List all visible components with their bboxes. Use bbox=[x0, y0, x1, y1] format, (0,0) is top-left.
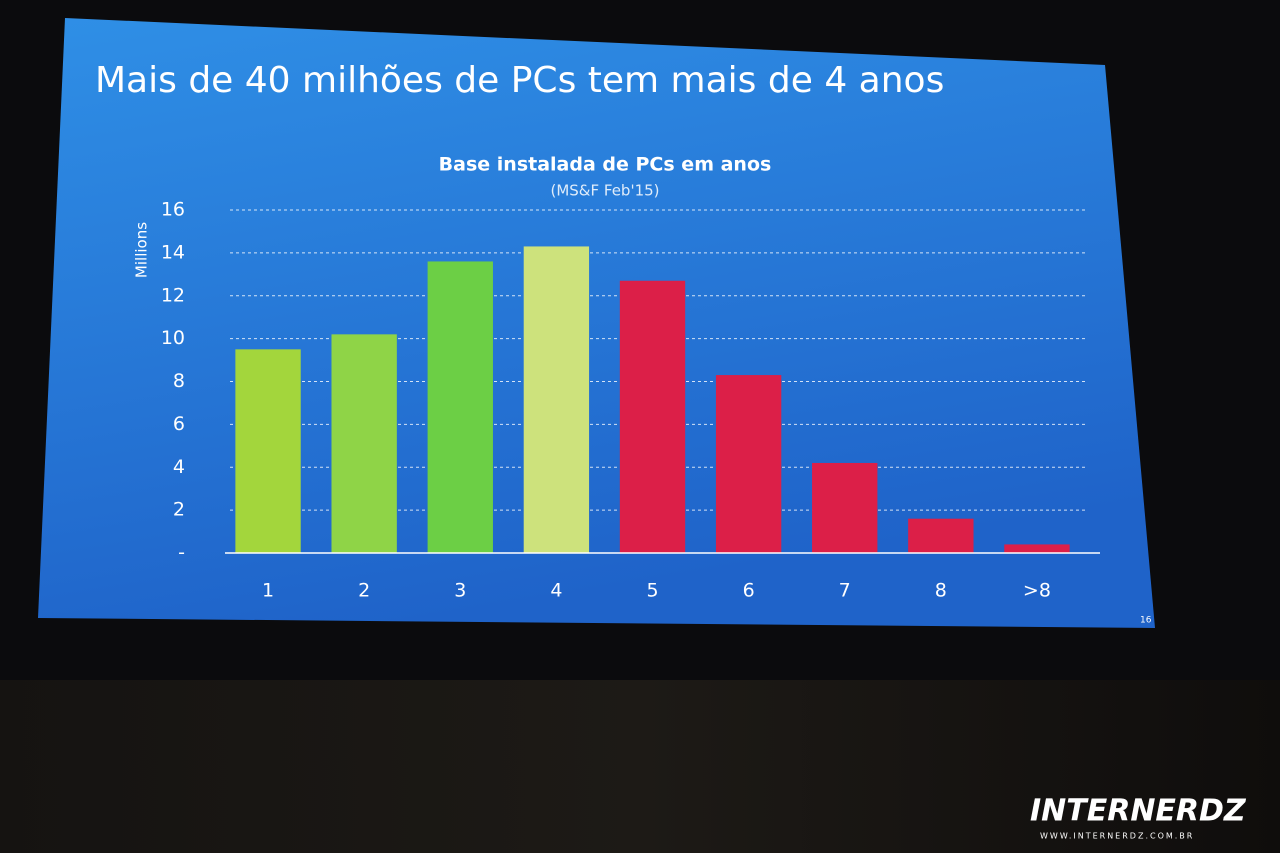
bar bbox=[331, 334, 397, 553]
y-tick-label: 8 bbox=[173, 370, 185, 392]
x-tick-label: 4 bbox=[550, 580, 562, 602]
y-tick-label: 6 bbox=[173, 413, 185, 435]
chart-title: Base instalada de PCs em anos bbox=[439, 154, 772, 176]
x-tick-label: 7 bbox=[839, 580, 851, 602]
x-tick-label: 1 bbox=[262, 580, 274, 602]
y-tick-label: 16 bbox=[161, 199, 185, 221]
bar bbox=[235, 349, 301, 553]
y-tick-label: 2 bbox=[173, 499, 185, 521]
x-tick-label: 3 bbox=[454, 580, 466, 602]
chart-subtitle: (MS&F Feb'15) bbox=[550, 182, 659, 200]
bar bbox=[427, 261, 493, 553]
y-tick-label: - bbox=[178, 542, 185, 564]
slide-title: Mais de 40 milhões de PCs tem mais de 4 … bbox=[95, 60, 944, 101]
x-tick-label: 5 bbox=[646, 580, 658, 602]
y-tick-label: 12 bbox=[161, 284, 185, 306]
x-tick-label: 6 bbox=[743, 580, 755, 602]
y-tick-label: 10 bbox=[161, 327, 185, 349]
slide bbox=[38, 18, 1155, 628]
y-tick-label: 14 bbox=[161, 241, 185, 263]
bar bbox=[619, 280, 686, 553]
x-tick-label: >8 bbox=[1023, 580, 1051, 602]
watermark-url: WWW.INTERNERDZ.COM.BR bbox=[1040, 832, 1194, 841]
bar bbox=[715, 375, 782, 553]
y-axis-label: Millions bbox=[133, 222, 151, 278]
bar bbox=[812, 462, 878, 553]
x-tick-label: 8 bbox=[935, 580, 947, 602]
x-tick-label: 2 bbox=[358, 580, 370, 602]
y-tick-label: 4 bbox=[173, 456, 185, 478]
curtain bbox=[0, 680, 1280, 853]
bar bbox=[1004, 544, 1070, 553]
bar bbox=[523, 246, 590, 553]
watermark-brand: INTERNERDZ bbox=[1030, 794, 1247, 829]
page-number: 16 bbox=[1140, 616, 1152, 626]
bar bbox=[908, 518, 974, 553]
